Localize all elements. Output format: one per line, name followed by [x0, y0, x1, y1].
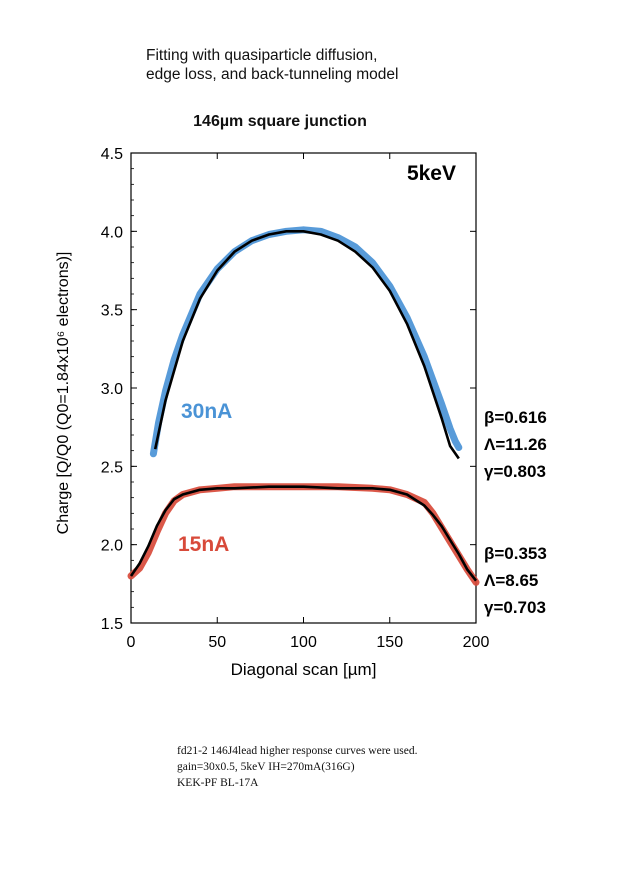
x-axis-label: Diagonal scan [µm] — [231, 660, 377, 679]
figure-heading: Fitting with quasiparticle diffusion, ed… — [146, 46, 398, 84]
notes: fd21-2 146J4lead higher response curves … — [177, 743, 417, 791]
note-line-1: fd21-2 146J4lead higher response curves … — [177, 745, 418, 757]
x-tick-label-2: 100 — [290, 634, 317, 651]
heading-line-2: edge loss, and back-tunneling model — [146, 66, 399, 83]
x-tick-label-1: 50 — [208, 634, 226, 651]
fit-param-15nA-2: γ=0.703 — [484, 598, 546, 617]
note-line-2: gain=30x0.5, 5keV IH=270mA(316G) — [177, 761, 355, 773]
fit-param-15nA-1: Λ=8.65 — [484, 571, 538, 590]
fit-param-30nA-0: β=0.616 — [484, 408, 547, 427]
note-line-3: KEK-PF BL-17A — [177, 777, 259, 789]
fit-param-30nA-1: Λ=11.26 — [484, 435, 547, 454]
series-label-30nA: 30nA — [181, 400, 232, 423]
y-tick-label-5: 4.0 — [101, 224, 123, 241]
fit-param-30nA-2: γ=0.803 — [484, 462, 546, 481]
series-30nA-fit-line — [153, 230, 460, 460]
y-tick-label-6: 4.5 — [101, 146, 123, 163]
y-axis-label: Charge [Q/Q0 (Q0=1.84x10⁶ electrons)] — [55, 252, 72, 535]
x-tick-label-0: 0 — [127, 634, 136, 651]
series-15nA-fit-line — [129, 485, 478, 582]
chart-subtitle: 146µm square junction — [193, 113, 367, 130]
y-tick-label-4: 3.5 — [101, 303, 123, 320]
energy-label: 5keV — [407, 162, 456, 185]
series-label-15nA: 15nA — [178, 533, 229, 556]
y-tick-label-1: 2.0 — [101, 538, 123, 555]
x-tick-label-4: 200 — [463, 634, 490, 651]
y-tick-label-2: 2.5 — [101, 459, 123, 476]
y-tick-label-0: 1.5 — [101, 616, 123, 633]
series-30nA-data — [149, 226, 463, 458]
fit-param-15nA-0: β=0.353 — [484, 544, 547, 563]
heading-line-1: Fitting with quasiparticle diffusion, — [146, 47, 378, 64]
y-tick-label-3: 3.0 — [101, 381, 123, 398]
x-tick-label-3: 150 — [376, 634, 403, 651]
